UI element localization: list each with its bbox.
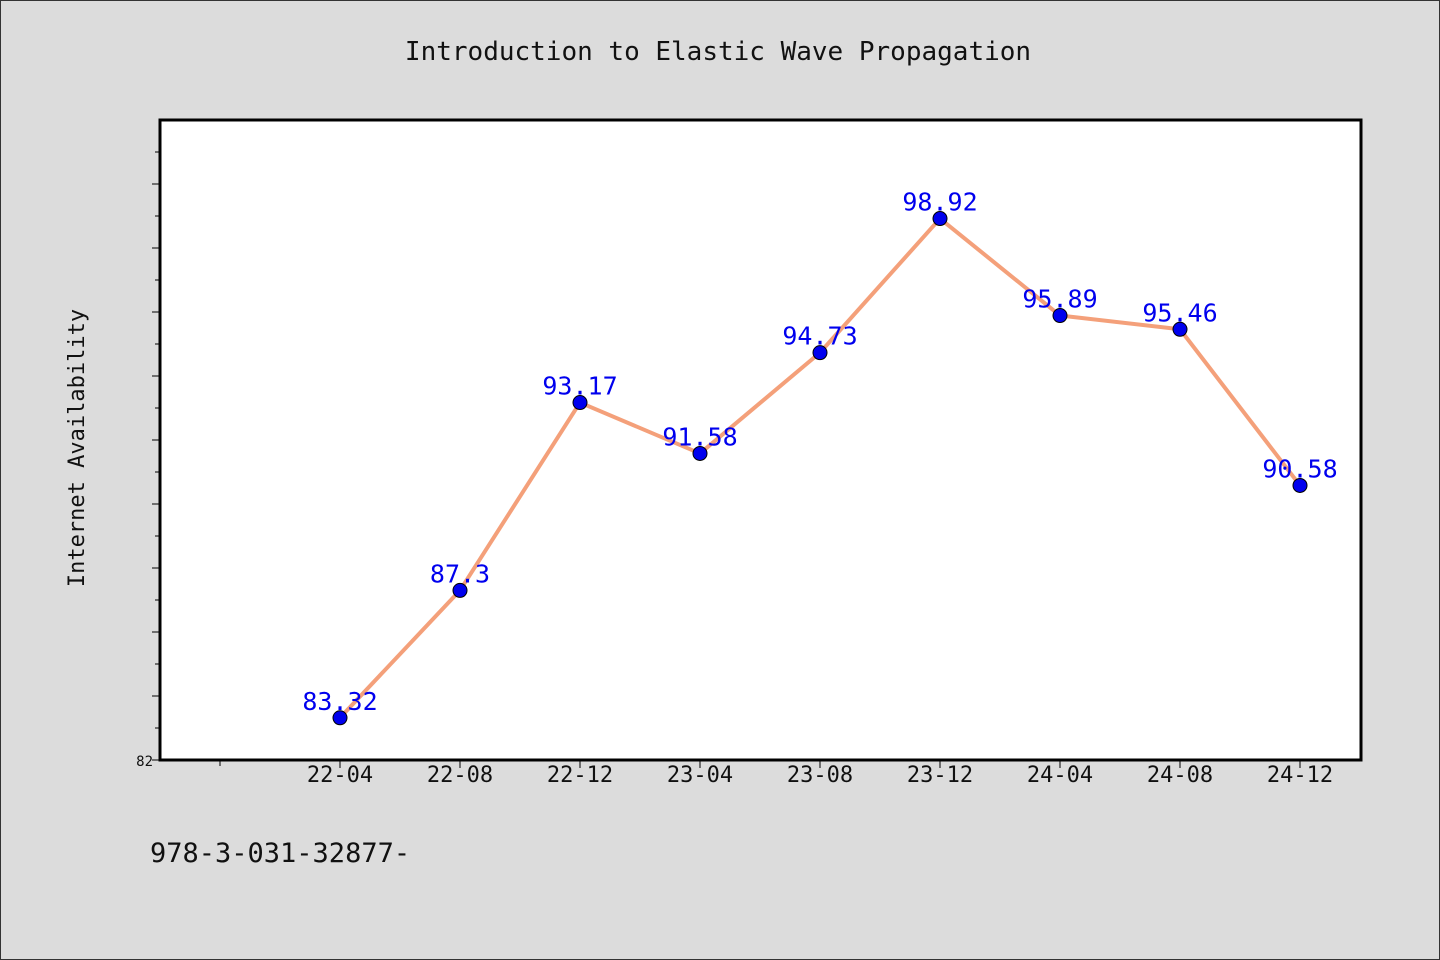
data-point — [1292, 477, 1308, 493]
data-label: 93.17 — [542, 372, 617, 401]
y-axis-label: Internet Availability — [65, 309, 90, 587]
y-tick-label-min: 82 — [136, 754, 153, 770]
data-point — [452, 582, 468, 598]
data-label: 91.58 — [662, 422, 737, 451]
data-label: 90.58 — [1262, 454, 1337, 483]
data-labels: 83.32 87.3 93.17 91.58 94.73 98.92 95.89 95.46 9… — [302, 188, 1337, 716]
x-tick-label: 22-04 — [307, 763, 373, 788]
data-point — [1172, 321, 1188, 337]
plot-area — [158, 118, 1363, 762]
x-tick-label: 23-12 — [907, 763, 973, 788]
x-axis-ticks — [219, 760, 1301, 768]
data-point — [572, 395, 588, 411]
data-markers — [332, 211, 1308, 726]
data-label: 94.73 — [782, 322, 857, 351]
data-label: 95.46 — [1142, 298, 1217, 327]
data-label: 87.3 — [430, 559, 490, 588]
chart-title: Introduction to Elastic Wave Propagation — [405, 37, 1031, 67]
x-tick-label: 22-12 — [547, 763, 613, 788]
data-point — [692, 445, 708, 461]
x-tick-label: 24-04 — [1027, 763, 1093, 788]
data-label: 98.92 — [902, 188, 977, 217]
data-point — [332, 710, 348, 726]
x-tick-label: 24-12 — [1267, 763, 1333, 788]
footer-isbn-text: 978-3-031-32877- — [150, 838, 410, 869]
data-point — [932, 211, 948, 227]
x-tick-label: 24-08 — [1147, 763, 1213, 788]
x-axis-tick-labels: 22-04 22-08 22-12 23-04 23-08 23-12 24-04 24-08… — [307, 763, 1333, 788]
data-point — [1052, 308, 1068, 324]
x-tick-label: 22-08 — [427, 763, 493, 788]
y-axis-ticks — [152, 151, 160, 761]
data-label: 95.89 — [1022, 285, 1097, 314]
x-tick-label: 23-04 — [667, 763, 733, 788]
data-point — [812, 345, 828, 361]
x-tick-label: 23-08 — [787, 763, 853, 788]
data-label: 83.32 — [302, 687, 377, 716]
